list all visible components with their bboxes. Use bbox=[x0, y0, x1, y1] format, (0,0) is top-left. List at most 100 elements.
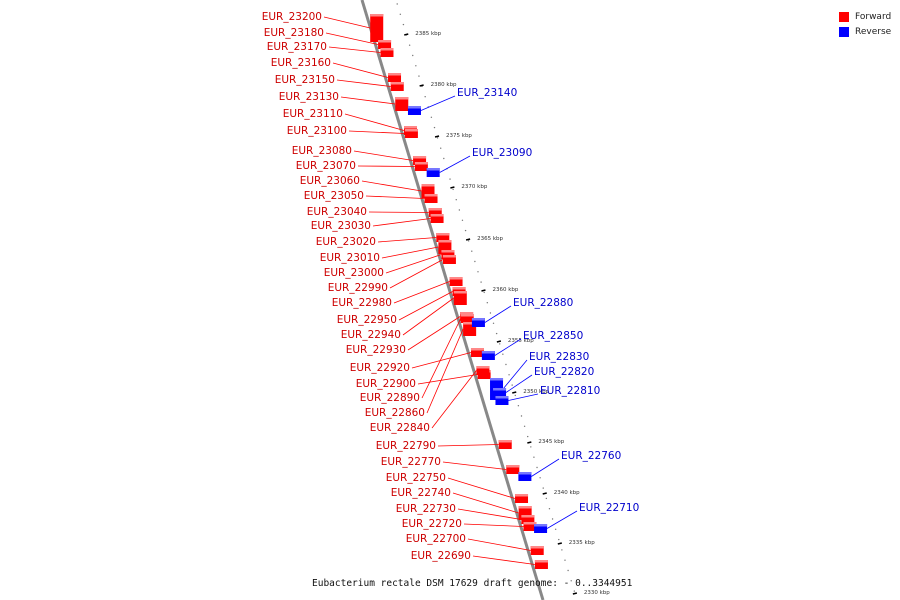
reverse-gene-label: EUR_23140 bbox=[457, 87, 517, 99]
reverse-connector bbox=[420, 95, 456, 111]
reverse-gene-label: EUR_22830 bbox=[529, 351, 589, 363]
kbp-tick-mark bbox=[542, 492, 547, 495]
kbp-tick-mark bbox=[419, 84, 424, 87]
forward-connector bbox=[402, 297, 455, 336]
forward-gene-body bbox=[413, 156, 427, 165]
tick-dot bbox=[554, 528, 557, 530]
forward-gene-label: EUR_23020 bbox=[316, 236, 376, 248]
forward-connector bbox=[344, 113, 405, 131]
forward-connector bbox=[389, 259, 444, 289]
reverse-gene-edge bbox=[471, 318, 485, 321]
tick-dot bbox=[440, 147, 442, 149]
forward-connector bbox=[407, 316, 461, 351]
tick-dot bbox=[467, 240, 470, 242]
tick-dot bbox=[505, 363, 507, 366]
kbp-tick-mark bbox=[496, 340, 502, 343]
forward-gene bbox=[460, 314, 474, 323]
reverse-connector bbox=[546, 510, 578, 529]
forward-gene-edge bbox=[370, 14, 384, 17]
kbp-tick-mark bbox=[434, 135, 440, 138]
tick-dot bbox=[545, 497, 548, 500]
forward-gene-edge bbox=[449, 277, 463, 280]
tick-dot bbox=[471, 250, 473, 252]
forward-connector bbox=[340, 96, 396, 105]
reverse-gene bbox=[534, 524, 548, 533]
forward-gene-label: EUR_22890 bbox=[360, 392, 420, 404]
kbp-tick-mark bbox=[512, 391, 517, 394]
gene-blocks bbox=[370, 14, 548, 569]
forward-connector bbox=[372, 218, 431, 227]
reverse-gene-edge bbox=[426, 168, 440, 171]
forward-gene bbox=[430, 214, 444, 223]
reverse-gene-body bbox=[534, 524, 548, 533]
forward-gene-label: EUR_22690 bbox=[411, 550, 471, 562]
forward-gene-label: EUR_22930 bbox=[346, 344, 406, 356]
forward-gene-edge bbox=[395, 97, 409, 100]
forward-connector bbox=[398, 291, 453, 321]
forward-gene-label: EUR_22840 bbox=[370, 422, 430, 434]
forward-gene-edge bbox=[404, 129, 418, 132]
forward-gene-edge bbox=[470, 348, 484, 351]
tick-dot bbox=[399, 13, 402, 15]
forward-gene bbox=[530, 546, 544, 555]
tick-dot bbox=[502, 353, 504, 355]
tick-dot bbox=[499, 343, 501, 345]
forward-gene bbox=[380, 48, 394, 57]
forward-gene-label: EUR_22770 bbox=[381, 456, 441, 468]
forward-gene-edge bbox=[436, 233, 450, 236]
forward-gene bbox=[413, 156, 427, 165]
forward-gene bbox=[534, 560, 548, 569]
forward-gene-label: EUR_23100 bbox=[287, 125, 347, 137]
forward-gene-edge bbox=[460, 312, 474, 315]
kbp-tick-label: 2375 kbp bbox=[446, 133, 472, 139]
reverse-gene bbox=[471, 318, 485, 327]
tick-dot bbox=[573, 590, 576, 592]
genome-backbone bbox=[360, 0, 545, 600]
forward-gene bbox=[428, 208, 442, 217]
tick-dot bbox=[542, 487, 544, 489]
tick-dot bbox=[477, 271, 479, 273]
forward-gene-label: EUR_23080 bbox=[292, 145, 352, 157]
forward-connector bbox=[325, 32, 379, 45]
forward-gene-body bbox=[498, 440, 512, 449]
tick-dot bbox=[412, 54, 414, 57]
forward-gene-label: EUR_22940 bbox=[341, 329, 401, 341]
forward-connector bbox=[426, 328, 464, 414]
reverse-connector bbox=[531, 458, 560, 477]
forward-gene-label: EUR_23030 bbox=[311, 220, 371, 232]
forward-gene bbox=[506, 465, 520, 474]
kbp-tick-mark bbox=[481, 289, 486, 292]
forward-gene-label: EUR_23170 bbox=[267, 41, 327, 53]
reverse-gene-edge bbox=[518, 472, 532, 475]
forward-gene bbox=[453, 291, 467, 305]
forward-gene-edge bbox=[453, 291, 467, 294]
kbp-tick-label: 2345 kbp bbox=[538, 439, 564, 445]
forward-gene bbox=[395, 97, 409, 111]
reverse-gene-edge bbox=[481, 351, 495, 354]
reverse-connector bbox=[502, 359, 528, 390]
forward-gene-label: EUR_23010 bbox=[320, 252, 380, 264]
forward-gene-body bbox=[424, 194, 438, 203]
forward-gene bbox=[498, 440, 512, 449]
forward-connector bbox=[353, 150, 414, 161]
legend-forward-label: Forward bbox=[855, 11, 892, 22]
forward-gene-body bbox=[395, 97, 409, 111]
forward-connector bbox=[442, 461, 507, 470]
forward-connector bbox=[377, 237, 437, 243]
reverse-gene-label: EUR_22850 bbox=[523, 330, 583, 342]
legend: Forward Reverse bbox=[839, 9, 891, 39]
forward-gene-body bbox=[404, 129, 418, 138]
forward-gene bbox=[476, 366, 490, 375]
reverse-gene-body bbox=[481, 351, 495, 360]
forward-gene-body bbox=[506, 465, 520, 474]
forward-gene bbox=[523, 522, 537, 531]
reverse-connector bbox=[439, 155, 471, 173]
tick-dot bbox=[436, 137, 439, 139]
kbp-tick-mark bbox=[465, 238, 471, 241]
tick-dot bbox=[492, 322, 495, 324]
tick-dot bbox=[452, 188, 454, 191]
reverse-gene-label: EUR_22710 bbox=[579, 502, 639, 514]
reverse-gene bbox=[495, 396, 509, 405]
forward-connector bbox=[467, 538, 531, 551]
reverse-gene bbox=[481, 351, 495, 360]
